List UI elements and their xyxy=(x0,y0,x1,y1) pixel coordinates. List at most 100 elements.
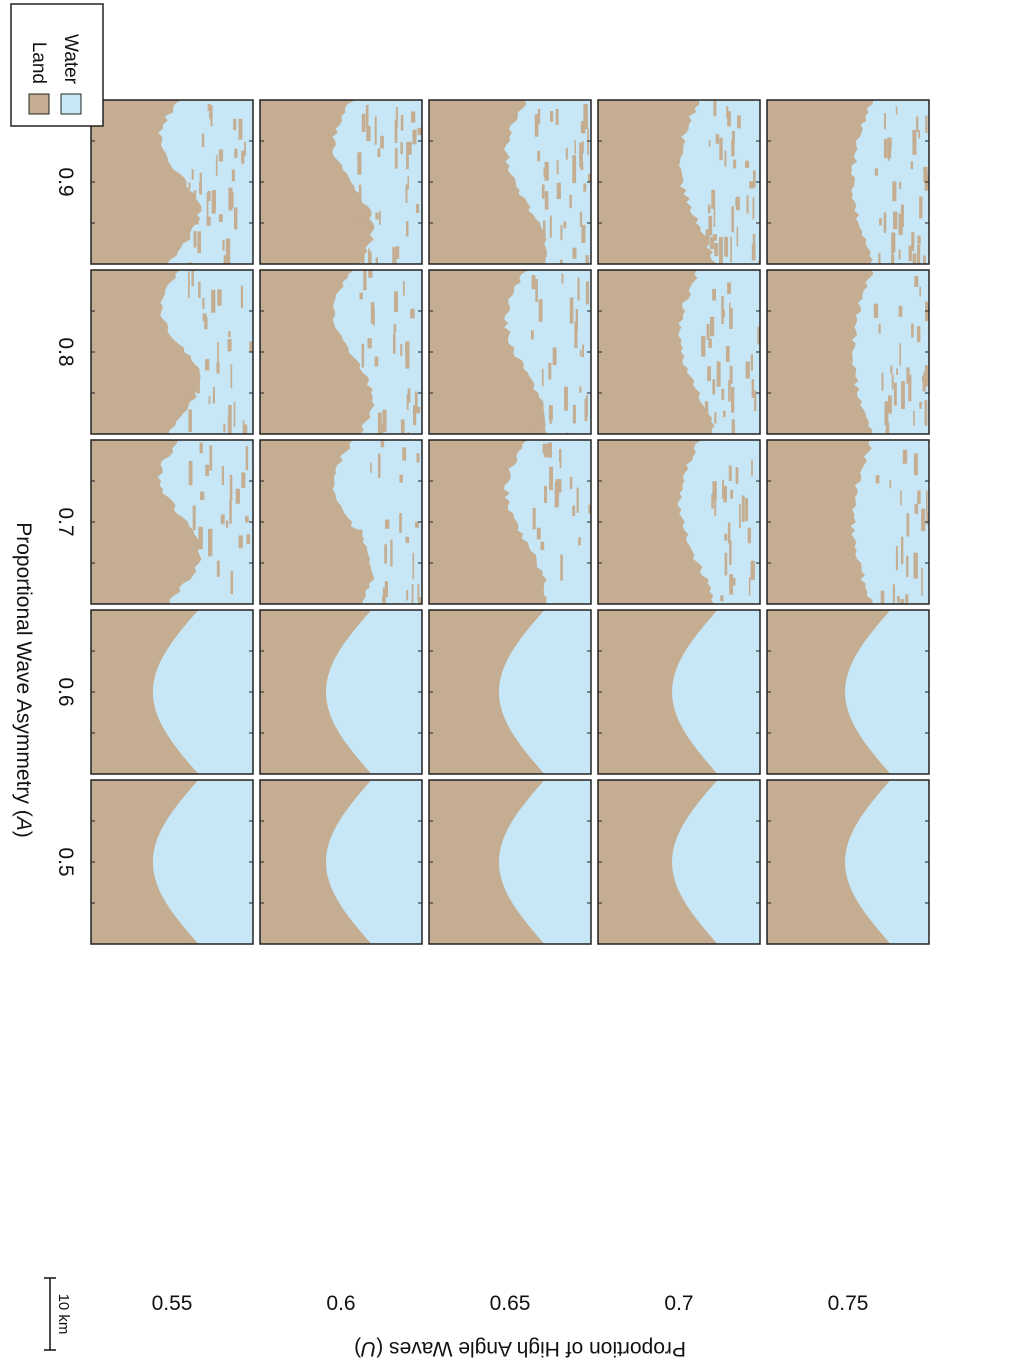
spit xyxy=(370,462,372,473)
spit xyxy=(908,245,912,262)
spit xyxy=(732,578,736,586)
water-area xyxy=(157,440,253,604)
spit xyxy=(412,552,415,580)
spit xyxy=(892,584,895,604)
spit xyxy=(222,240,225,251)
spit xyxy=(189,562,192,569)
spit xyxy=(555,109,559,125)
x-tick-label: 0.9 xyxy=(54,167,77,196)
spit xyxy=(729,540,732,565)
spit xyxy=(901,381,905,409)
spit xyxy=(714,412,717,424)
spit xyxy=(400,419,405,434)
spit xyxy=(556,160,559,175)
spit xyxy=(206,216,211,226)
spit xyxy=(228,187,233,211)
panel-A0.6-U0.7 xyxy=(597,609,761,775)
spit xyxy=(891,232,896,253)
spit xyxy=(745,361,750,379)
spit xyxy=(558,479,562,493)
water-area xyxy=(850,100,929,264)
spit xyxy=(583,114,588,130)
water-area xyxy=(152,780,253,944)
spit xyxy=(884,401,889,426)
water-area xyxy=(152,610,253,774)
spit xyxy=(892,181,897,202)
spit xyxy=(910,161,914,170)
panel-A0.7-U0.75 xyxy=(766,439,930,605)
spit xyxy=(198,281,201,298)
spit xyxy=(374,356,379,367)
spit xyxy=(730,236,732,263)
spit xyxy=(196,374,201,383)
spit xyxy=(572,155,577,184)
x-tick-label: 0.8 xyxy=(54,337,77,366)
panel-A0.9-U0.55 xyxy=(90,99,254,265)
water-area xyxy=(332,270,422,434)
spit xyxy=(221,466,224,486)
spit xyxy=(579,211,583,227)
spit xyxy=(752,197,755,220)
spit xyxy=(729,574,734,595)
spit xyxy=(583,183,587,192)
spit xyxy=(411,111,416,123)
panel-A0.6-U0.75 xyxy=(766,609,930,775)
spit xyxy=(723,410,726,418)
spit xyxy=(400,142,403,155)
spit xyxy=(572,247,577,259)
spit xyxy=(580,161,584,171)
spit xyxy=(710,316,715,337)
spit xyxy=(543,220,546,238)
spit xyxy=(245,516,249,523)
panel-A0.6-U0.65 xyxy=(428,609,592,775)
spit xyxy=(721,309,725,318)
spit xyxy=(399,513,402,533)
spit xyxy=(919,401,922,409)
water-area xyxy=(672,610,760,774)
spit xyxy=(922,379,926,392)
spit xyxy=(191,169,194,180)
spit xyxy=(402,447,407,461)
legend: Water Land xyxy=(10,3,104,127)
panel-A0.8-U0.7 xyxy=(597,269,761,435)
spit xyxy=(878,252,881,264)
spit xyxy=(207,104,211,111)
spit xyxy=(216,560,220,577)
spit xyxy=(727,522,731,544)
spit xyxy=(727,282,731,295)
spit xyxy=(899,343,901,366)
panel-A0.9-U0.7 xyxy=(597,99,761,265)
spit xyxy=(704,401,709,427)
spit xyxy=(215,155,218,176)
spit xyxy=(715,134,720,144)
spit xyxy=(729,308,733,329)
spit xyxy=(407,176,409,190)
spit xyxy=(210,105,213,127)
spit xyxy=(728,380,731,402)
x-axis-label: Proportional Wave Asymmetry (A) xyxy=(12,522,35,838)
spit xyxy=(881,372,884,391)
spit xyxy=(707,204,711,214)
spit xyxy=(729,366,733,384)
spit xyxy=(193,231,197,248)
spit xyxy=(712,379,716,395)
spit xyxy=(385,519,390,529)
y-tick-label: 0.65 xyxy=(490,1292,531,1315)
spit xyxy=(736,227,739,247)
spit xyxy=(233,118,237,131)
spit xyxy=(212,386,215,404)
spit xyxy=(201,133,205,148)
spit xyxy=(745,160,750,168)
spit xyxy=(360,221,366,247)
spit xyxy=(537,108,541,125)
spit xyxy=(542,586,544,598)
spit xyxy=(415,204,420,214)
water-area xyxy=(677,440,760,604)
spit xyxy=(711,189,716,209)
spit xyxy=(733,159,737,169)
spit xyxy=(535,279,538,302)
spit xyxy=(724,533,728,541)
water-area xyxy=(672,780,760,944)
spit xyxy=(726,106,729,119)
spit xyxy=(382,595,386,603)
